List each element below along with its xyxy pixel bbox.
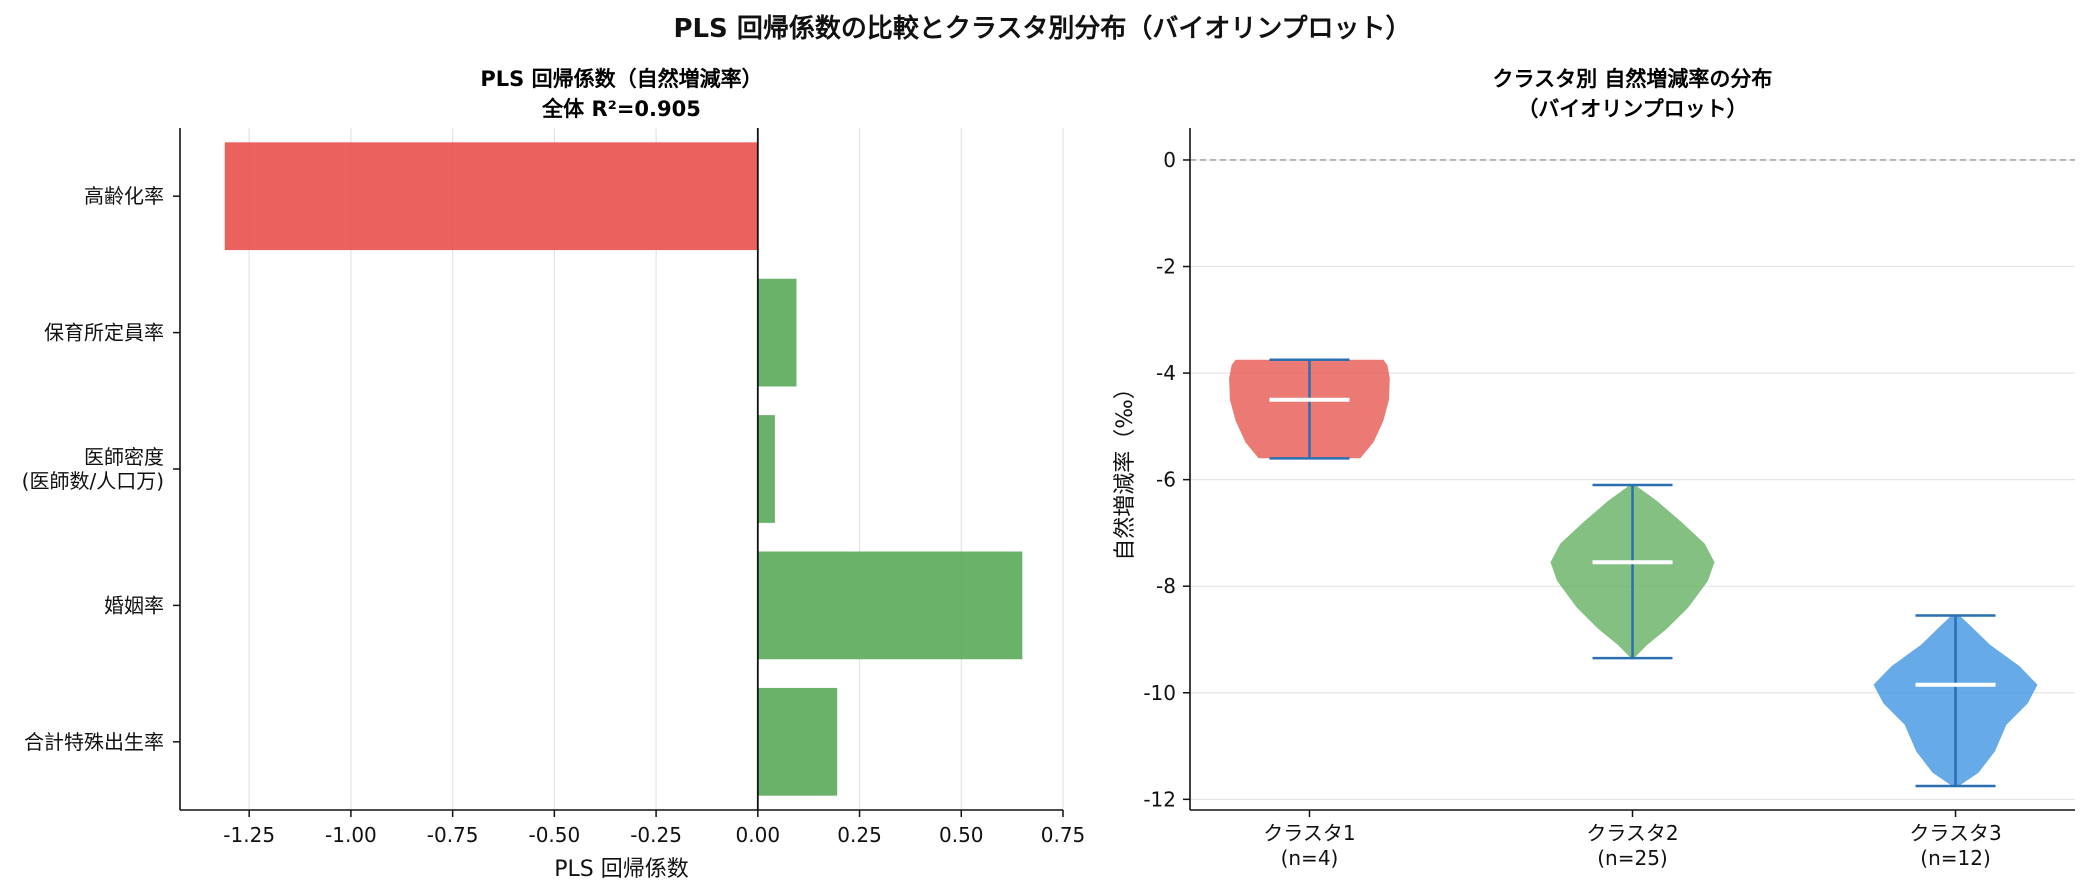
y-tick-label: -8 bbox=[1156, 574, 1176, 598]
x-tick-label: クラスタ3 bbox=[1909, 821, 2001, 845]
category-label: 合計特殊出生率 bbox=[24, 730, 164, 754]
x-tick-label: -0.75 bbox=[427, 823, 479, 847]
coefficient-bar bbox=[757, 551, 1023, 660]
y-tick-label: -2 bbox=[1156, 255, 1176, 279]
coefficient-bar bbox=[757, 278, 797, 387]
cluster-violin-chart: クラスタ別 自然増減率の分布 （バイオリンプロット） 0 -2 -4 -6 -8 -10 -12… bbox=[1113, 67, 2075, 870]
chart-subtitle: 全体 R²=0.905 bbox=[541, 97, 701, 121]
x-tick-label: -0.50 bbox=[528, 823, 580, 847]
category-label: 婚姻率 bbox=[104, 593, 164, 617]
x-tick-count: (n=4) bbox=[1281, 846, 1339, 870]
x-tick-count: (n=25) bbox=[1597, 846, 1668, 870]
category-label: 高齢化率 bbox=[84, 184, 164, 208]
x-tick-label: クラスタ2 bbox=[1586, 821, 1678, 845]
x-tick-label: -1.00 bbox=[325, 823, 377, 847]
y-tick-label: -10 bbox=[1143, 681, 1176, 705]
chart-title: クラスタ別 自然増減率の分布 bbox=[1493, 67, 1773, 91]
x-tick-label: 0.75 bbox=[1041, 823, 1086, 847]
y-tick-label: -12 bbox=[1143, 787, 1176, 811]
y-tick-label: -6 bbox=[1156, 468, 1176, 492]
figure-title: PLS 回帰係数の比較とクラスタ別分布（バイオリンプロット） bbox=[673, 14, 1412, 44]
coefficient-bar bbox=[757, 415, 775, 523]
y-axis-title: 自然増減率（‰） bbox=[1113, 377, 1138, 561]
x-tick-count: (n=12) bbox=[1920, 846, 1991, 870]
category-label: 保育所定員率 bbox=[44, 321, 164, 345]
x-axis-title: PLS 回帰係数 bbox=[554, 857, 688, 882]
x-tick-label: 0.00 bbox=[736, 823, 781, 847]
coefficient-bar bbox=[224, 142, 758, 251]
y-tick-label: -4 bbox=[1156, 361, 1176, 385]
category-label: 医師密度 bbox=[84, 445, 164, 469]
y-tick-label: 0 bbox=[1163, 148, 1176, 172]
x-tick-label: 0.50 bbox=[939, 823, 984, 847]
x-tick-label: -0.25 bbox=[630, 823, 682, 847]
chart-subtitle: （バイオリンプロット） bbox=[1517, 97, 1747, 121]
x-tick-label: -1.25 bbox=[223, 823, 275, 847]
pls-coefficient-bar-chart: PLS 回帰係数（自然増減率） 全体 R²=0.905 -1.25 -1.00 -0.7… bbox=[22, 67, 1086, 882]
category-label: (医師数/人口万) bbox=[22, 469, 164, 493]
x-tick-label: クラスタ1 bbox=[1263, 821, 1355, 845]
coefficient-bar bbox=[757, 687, 838, 796]
x-tick-label: 0.25 bbox=[837, 823, 882, 847]
chart-title: PLS 回帰係数（自然増減率） bbox=[480, 67, 762, 91]
